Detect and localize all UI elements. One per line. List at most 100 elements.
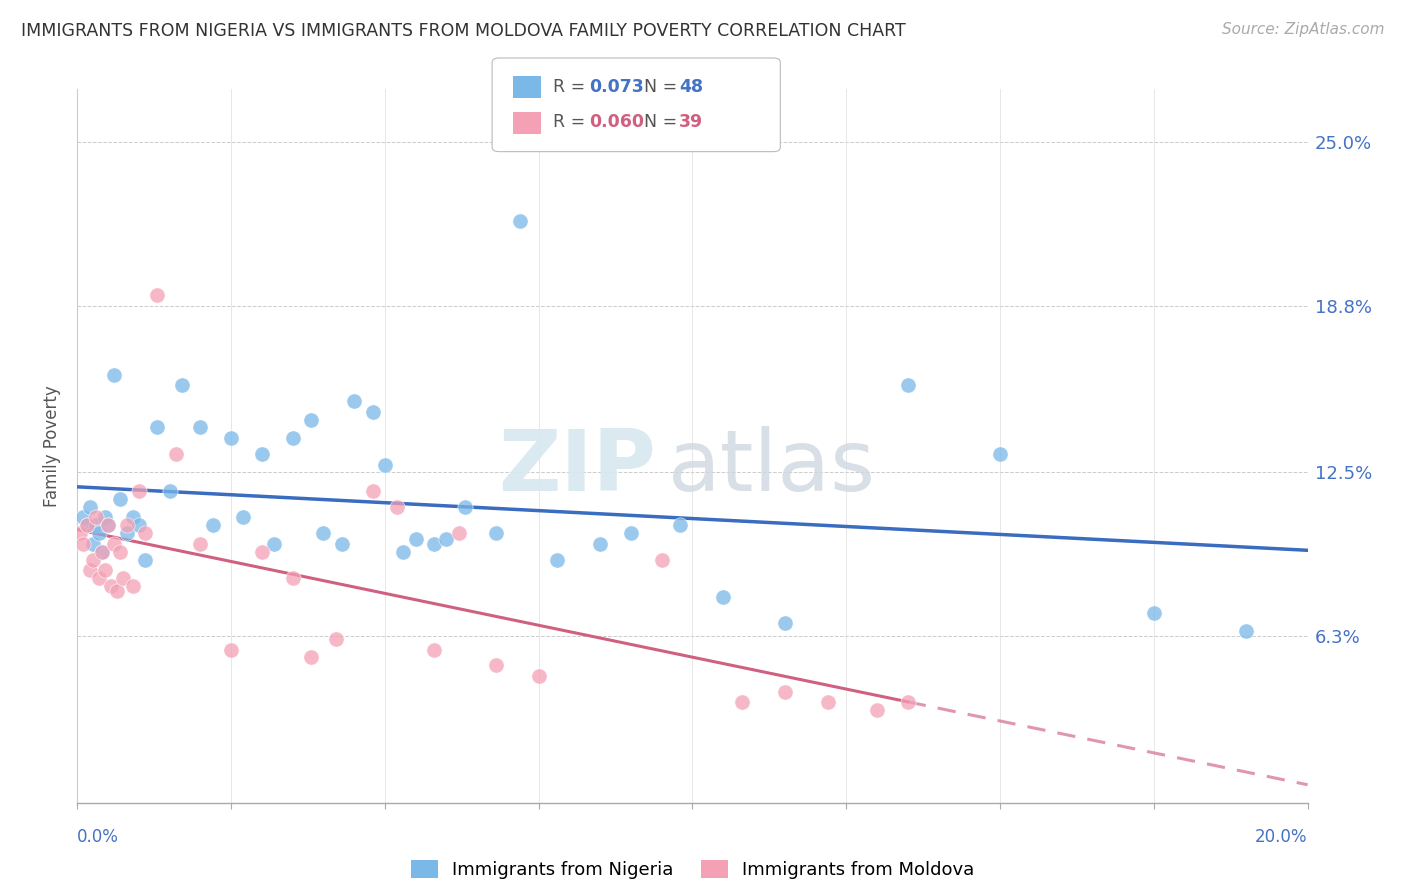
Point xyxy=(711,590,734,604)
Text: IMMIGRANTS FROM NIGERIA VS IMMIGRANTS FROM MOLDOVA FAMILY POVERTY CORRELATION CH: IMMIGRANTS FROM NIGERIA VS IMMIGRANTS FR… xyxy=(21,22,905,40)
Text: 48: 48 xyxy=(679,78,703,95)
Y-axis label: Family Poverty: Family Poverty xyxy=(44,385,62,507)
Legend: Immigrants from Nigeria, Immigrants from Moldova: Immigrants from Nigeria, Immigrants from… xyxy=(404,853,981,887)
Point xyxy=(134,552,156,566)
Point xyxy=(620,526,643,541)
Point xyxy=(361,404,384,418)
Point xyxy=(281,571,304,585)
Point xyxy=(392,545,415,559)
Point xyxy=(97,518,120,533)
Text: ZIP: ZIP xyxy=(498,425,655,509)
Point xyxy=(90,545,114,559)
Point xyxy=(72,537,94,551)
Point xyxy=(436,532,458,546)
Point xyxy=(128,483,150,498)
Point xyxy=(72,510,94,524)
Point xyxy=(103,537,125,551)
Point xyxy=(330,537,353,551)
Point xyxy=(232,510,254,524)
Point xyxy=(201,518,224,533)
Point xyxy=(1234,624,1257,638)
Point xyxy=(312,526,335,541)
Point xyxy=(82,552,104,566)
Point xyxy=(250,447,273,461)
Text: 39: 39 xyxy=(679,113,703,131)
Point xyxy=(112,571,135,585)
Point xyxy=(87,526,110,541)
Point xyxy=(651,552,673,566)
Text: N =: N = xyxy=(644,113,683,131)
Point xyxy=(773,616,796,631)
Point xyxy=(69,526,91,541)
Point xyxy=(146,420,169,434)
Point xyxy=(121,510,143,524)
Point xyxy=(509,214,531,228)
Point xyxy=(97,518,120,533)
Text: R =: R = xyxy=(553,78,591,95)
Point xyxy=(485,526,508,541)
Point xyxy=(76,518,98,533)
Point xyxy=(361,483,384,498)
Point xyxy=(447,526,470,541)
Point xyxy=(405,532,427,546)
Text: 0.073: 0.073 xyxy=(589,78,644,95)
Point xyxy=(343,394,366,409)
Point xyxy=(84,518,107,533)
Point xyxy=(94,510,117,524)
Point xyxy=(94,563,117,577)
Point xyxy=(90,545,114,559)
Point xyxy=(263,537,285,551)
Point xyxy=(454,500,477,514)
Point xyxy=(325,632,347,646)
Point xyxy=(988,447,1011,461)
Point xyxy=(589,537,612,551)
Point xyxy=(134,526,156,541)
Point xyxy=(115,518,138,533)
Point xyxy=(219,431,242,445)
Point xyxy=(100,579,122,593)
Point xyxy=(374,458,396,472)
Point xyxy=(84,510,107,524)
Text: N =: N = xyxy=(644,78,683,95)
Point xyxy=(159,483,181,498)
Point xyxy=(485,658,508,673)
Point xyxy=(110,491,132,506)
Point xyxy=(773,685,796,699)
Point xyxy=(115,526,138,541)
Point xyxy=(527,669,550,683)
Point xyxy=(866,703,889,717)
Point xyxy=(669,518,692,533)
Point xyxy=(219,642,242,657)
Point xyxy=(110,545,132,559)
Text: atlas: atlas xyxy=(668,425,876,509)
Point xyxy=(128,518,150,533)
Point xyxy=(546,552,568,566)
Text: 0.060: 0.060 xyxy=(589,113,644,131)
Point xyxy=(121,579,143,593)
Point xyxy=(146,288,169,302)
Text: 0.0%: 0.0% xyxy=(77,828,120,846)
Point xyxy=(165,447,187,461)
Point xyxy=(79,563,101,577)
Point xyxy=(82,537,104,551)
Point xyxy=(79,500,101,514)
Point xyxy=(250,545,273,559)
Point xyxy=(105,584,128,599)
Point xyxy=(87,571,110,585)
Point xyxy=(190,537,212,551)
Point xyxy=(897,695,920,709)
Point xyxy=(76,518,98,533)
Point xyxy=(1143,606,1166,620)
Text: R =: R = xyxy=(553,113,591,131)
Text: Source: ZipAtlas.com: Source: ZipAtlas.com xyxy=(1222,22,1385,37)
Text: 20.0%: 20.0% xyxy=(1256,828,1308,846)
Point xyxy=(423,642,446,657)
Point xyxy=(103,368,125,382)
Point xyxy=(731,695,754,709)
Point xyxy=(190,420,212,434)
Point xyxy=(387,500,409,514)
Point xyxy=(897,378,920,392)
Point xyxy=(299,412,322,426)
Point xyxy=(281,431,304,445)
Point xyxy=(170,378,193,392)
